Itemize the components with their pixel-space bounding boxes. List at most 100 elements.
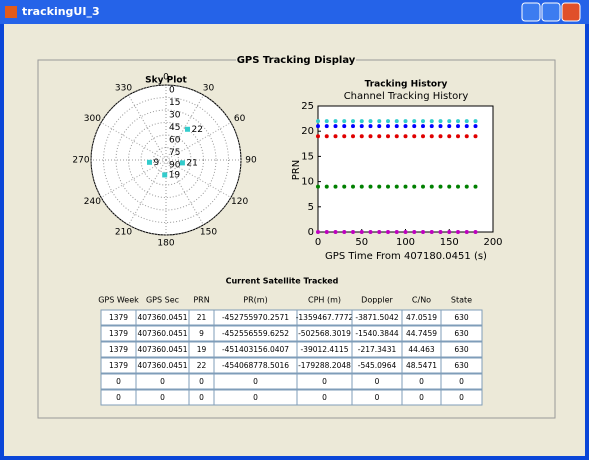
- data-point: [386, 119, 390, 124]
- data-point: [412, 124, 417, 129]
- content: Sky Plot01530456075900306090120150180210…: [72, 73, 503, 406]
- azimuth-label: 300: [84, 114, 101, 124]
- cell-text: 1379: [109, 345, 128, 354]
- data-point: [447, 124, 452, 129]
- table-cell: [440, 373, 483, 390]
- data-point: [333, 230, 338, 234]
- azimuth-spoke: [165, 159, 232, 198]
- data-point: [412, 134, 417, 139]
- data-point: [394, 134, 399, 139]
- x-tick-label: 50: [355, 237, 368, 248]
- data-point: [394, 124, 399, 129]
- cell-text: 0: [160, 393, 165, 402]
- cell-text: 0: [116, 377, 121, 386]
- data-point: [412, 119, 417, 124]
- data-point: [403, 134, 408, 139]
- data-point: [447, 230, 452, 234]
- cell-text: -452556559.6252: [222, 329, 289, 338]
- data-point: [456, 134, 460, 139]
- data-point: [324, 124, 329, 129]
- satellite-label: 9: [153, 158, 159, 168]
- data-point: [316, 119, 320, 124]
- data-point: [473, 230, 478, 234]
- cell-text: 21: [197, 313, 207, 322]
- data-point: [377, 119, 382, 124]
- data-point: [351, 134, 355, 139]
- data-point: [368, 230, 373, 234]
- data-point: [342, 230, 347, 234]
- cell-text: 630: [454, 329, 469, 338]
- chart-title: Tracking History: [365, 80, 448, 90]
- data-point: [473, 184, 478, 189]
- cell-text: 407360.0451: [137, 329, 187, 338]
- data-point: [412, 230, 417, 234]
- azimuth-label: 120: [231, 197, 248, 207]
- satellite-point: [179, 160, 185, 166]
- cell-text: 1379: [109, 313, 128, 322]
- data-point: [377, 230, 382, 234]
- satellite-point: [162, 172, 168, 178]
- data-point: [394, 119, 399, 124]
- data-point: [429, 124, 434, 129]
- azimuth-spoke: [128, 94, 167, 161]
- panel-title: GPS Tracking Display: [237, 55, 356, 66]
- data-point: [324, 134, 329, 139]
- satellite-point: [146, 159, 152, 165]
- data-point: [403, 124, 408, 129]
- azimuth-label: 210: [115, 227, 132, 237]
- cell-text: 0: [322, 377, 327, 386]
- data-point: [359, 134, 364, 139]
- minimize-button[interactable]: [521, 2, 541, 22]
- data-point: [359, 230, 364, 234]
- data-point: [324, 230, 329, 234]
- cell-text: 44.463: [408, 345, 434, 354]
- data-point: [342, 184, 347, 189]
- data-point: [421, 124, 425, 129]
- x-tick-label: 100: [396, 237, 415, 248]
- elevation-label: 90: [169, 161, 181, 171]
- data-point: [386, 230, 390, 234]
- panel-title-bg: [236, 54, 356, 66]
- data-point: [316, 124, 320, 129]
- x-tick-label: 200: [483, 237, 502, 248]
- y-tick-label: 10: [301, 177, 314, 188]
- data-point: [333, 124, 338, 129]
- satellite-label: 19: [169, 170, 181, 180]
- cell-text: 0: [160, 377, 165, 386]
- y-axis-label: PRN: [291, 160, 302, 180]
- maximize-button[interactable]: [541, 2, 561, 22]
- data-point: [456, 119, 460, 124]
- x-tick-label: 0: [315, 237, 321, 248]
- data-point: [421, 184, 425, 189]
- close-button[interactable]: [561, 2, 581, 22]
- data-point: [386, 134, 390, 139]
- cell-text: 0: [375, 377, 380, 386]
- table-cell: [440, 357, 483, 374]
- cell-text: 9: [199, 329, 204, 338]
- data-point: [421, 230, 425, 234]
- data-point: [316, 184, 320, 189]
- data-point: [316, 134, 320, 139]
- azimuth-label: 30: [203, 84, 215, 94]
- satellite-label: 21: [186, 158, 197, 168]
- cell-text: 0: [116, 393, 121, 402]
- data-point: [421, 119, 425, 124]
- data-point: [386, 124, 390, 129]
- cell-text: -454068778.5016: [222, 361, 289, 370]
- data-point: [403, 230, 408, 234]
- data-point: [351, 184, 355, 189]
- table-cell: [440, 341, 483, 358]
- azimuth-label: 150: [200, 227, 217, 237]
- cell-text: 630: [454, 345, 469, 354]
- elevation-ring: [128, 122, 204, 198]
- azimuth-label: 240: [84, 197, 101, 207]
- elevation-label: 0: [169, 86, 175, 96]
- azimuth-spoke: [165, 94, 204, 161]
- cell-text: 0: [199, 393, 204, 402]
- elevation-ring: [115, 109, 217, 211]
- cell-text: 630: [454, 361, 469, 370]
- cell-text: 47.0519: [406, 313, 437, 322]
- column-header: Doppler: [361, 296, 393, 305]
- data-point: [473, 134, 478, 139]
